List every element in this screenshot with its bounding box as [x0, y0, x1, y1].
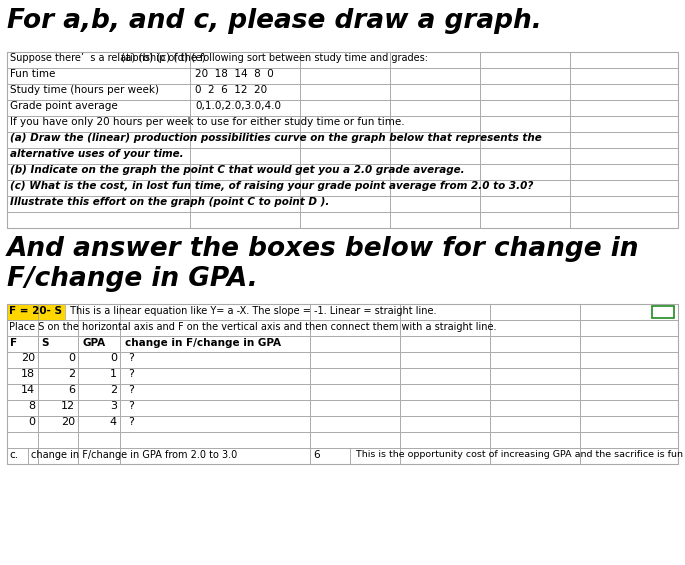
Text: 20: 20 — [21, 353, 35, 363]
Text: Suppose there’  s a relationship of the following sort between study time and gr: Suppose there’ s a relationship of the f… — [10, 53, 428, 63]
Text: 2: 2 — [68, 369, 75, 379]
Text: GPA: GPA — [83, 338, 106, 348]
Text: Fun time: Fun time — [10, 69, 55, 79]
Text: 18: 18 — [21, 369, 35, 379]
Text: ?: ? — [128, 385, 134, 395]
Bar — [652, 306, 674, 318]
Text: F/change in GPA.: F/change in GPA. — [7, 266, 258, 292]
Text: 0  2  6  12  20: 0 2 6 12 20 — [195, 85, 267, 95]
Text: Study time (hours per week): Study time (hours per week) — [10, 85, 159, 95]
Text: Illustrate this effort on the graph (point C to point D ).: Illustrate this effort on the graph (poi… — [10, 197, 329, 207]
Text: 3: 3 — [110, 401, 117, 411]
Text: 6: 6 — [68, 385, 75, 395]
Text: ?: ? — [128, 353, 134, 363]
Text: 0: 0 — [68, 353, 75, 363]
Text: alternative uses of your time.: alternative uses of your time. — [10, 149, 184, 159]
Text: 20  18  14  8  0: 20 18 14 8 0 — [195, 69, 274, 79]
Text: (b) Indicate on the graph the point C that would get you a 2.0 grade average.: (b) Indicate on the graph the point C th… — [10, 165, 464, 175]
Text: 0: 0 — [28, 417, 35, 427]
Text: (c) What is the cost, in lost fun time, of raising your grade point average from: (c) What is the cost, in lost fun time, … — [10, 181, 534, 191]
Text: c.: c. — [9, 450, 18, 460]
Text: And answer the boxes below for change in: And answer the boxes below for change in — [7, 236, 640, 262]
Text: This is the opportunity cost of increasing GPA and the sacrifice is fun time..: This is the opportunity cost of increasi… — [353, 450, 685, 459]
Text: F = 20- S: F = 20- S — [9, 306, 62, 316]
Text: 8: 8 — [28, 401, 35, 411]
Text: 2: 2 — [110, 385, 117, 395]
Text: 4: 4 — [110, 417, 117, 427]
Text: Grade point average: Grade point average — [10, 101, 118, 111]
Text: 12: 12 — [61, 401, 75, 411]
Text: 6: 6 — [313, 450, 320, 460]
Bar — [7, 304, 678, 464]
Text: ?: ? — [128, 401, 134, 411]
Text: For a,b, and c, please draw a graph.: For a,b, and c, please draw a graph. — [7, 8, 542, 34]
Text: (a) Draw the (linear) production possibilities curve on the graph below that rep: (a) Draw the (linear) production possibi… — [10, 133, 542, 143]
Text: change in F/change in GPA: change in F/change in GPA — [125, 338, 281, 348]
Text: 20: 20 — [61, 417, 75, 427]
Text: F: F — [10, 338, 17, 348]
Text: ?: ? — [128, 369, 134, 379]
Text: (a) (b) (c) (d) (e): (a) (b) (c) (d) (e) — [121, 53, 206, 63]
Bar — [7, 52, 678, 228]
Text: 1: 1 — [110, 369, 117, 379]
Text: 14: 14 — [21, 385, 35, 395]
Text: 0,1.0,2.0,3.0,4.0: 0,1.0,2.0,3.0,4.0 — [195, 101, 281, 111]
Text: If you have only 20 hours per week to use for either study time or fun time.: If you have only 20 hours per week to us… — [10, 117, 405, 127]
Text: ?: ? — [128, 417, 134, 427]
Text: S: S — [41, 338, 49, 348]
Text: This is a linear equation like Y= a -X. The slope = -1. Linear = straight line.: This is a linear equation like Y= a -X. … — [67, 306, 436, 316]
Text: Place S on the horizontal axis and F on the vertical axis and then connect them : Place S on the horizontal axis and F on … — [9, 322, 497, 332]
Text: 0: 0 — [110, 353, 117, 363]
Bar — [7, 304, 65, 320]
Text: change in F/change in GPA from 2.0 to 3.0: change in F/change in GPA from 2.0 to 3.… — [31, 450, 237, 460]
